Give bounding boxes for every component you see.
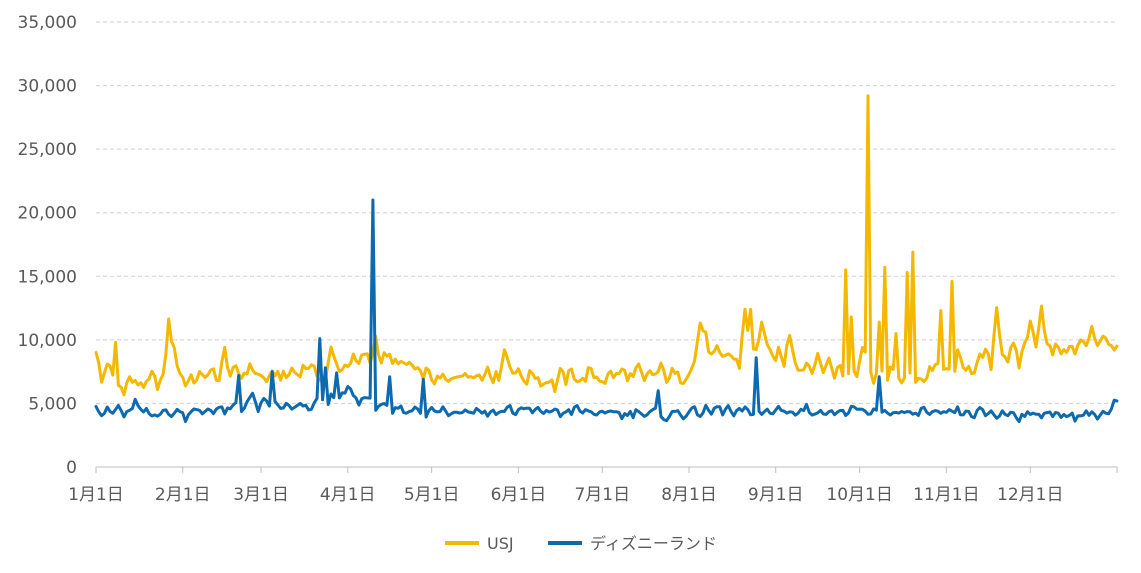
x-tick-label: 9月1日 bbox=[748, 485, 804, 505]
y-tick-label: 30,000 bbox=[18, 77, 77, 97]
x-tick-label: 8月1日 bbox=[661, 485, 717, 505]
x-tick-label: 4月1日 bbox=[320, 485, 376, 505]
y-tick-label: 5,000 bbox=[28, 394, 77, 414]
y-axis: 0 5,000 10,000 15,000 20,000 25,000 30,000 35,0… bbox=[18, 13, 77, 478]
legend: USJ ディズニーランド bbox=[445, 534, 717, 553]
x-tick-label: 11月1日 bbox=[913, 485, 979, 505]
x-tick-label: 6月1日 bbox=[491, 485, 547, 505]
legend-label: USJ bbox=[487, 534, 514, 553]
x-tick-label: 1月1日 bbox=[68, 485, 124, 505]
y-tick-label: 20,000 bbox=[18, 204, 77, 224]
y-tick-label: 0 bbox=[66, 458, 77, 478]
x-tick-label: 7月1日 bbox=[574, 485, 630, 505]
x-tick-label: 3月1日 bbox=[233, 485, 289, 505]
x-tick-label: 5月1日 bbox=[404, 485, 460, 505]
x-tick-label: 10月1日 bbox=[826, 485, 892, 505]
x-axis: 1月1日 2月1日 3月1日 4月1日 5月1日 6月1日 7月1日 8月1日 9月1日 10月1… bbox=[68, 466, 1118, 505]
series-line-usj bbox=[94, 94, 1119, 397]
y-tick-label: 25,000 bbox=[18, 140, 77, 160]
y-tick-label: 15,000 bbox=[18, 267, 77, 287]
y-tick-label: 35,000 bbox=[18, 13, 77, 33]
series-lines bbox=[94, 94, 1119, 424]
legend-label: ディズニーランド bbox=[590, 534, 717, 553]
grid-lines bbox=[96, 21, 1117, 404]
series-line-disneyland bbox=[94, 198, 1119, 424]
x-tick-label: 12月1日 bbox=[997, 485, 1063, 505]
y-tick-label: 10,000 bbox=[18, 331, 77, 351]
x-tick-label: 2月1日 bbox=[155, 485, 211, 505]
